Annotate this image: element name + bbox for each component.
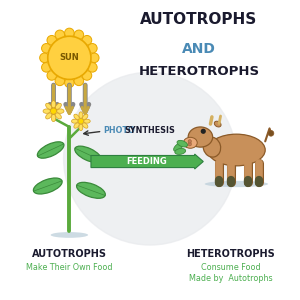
Ellipse shape [51, 100, 56, 108]
Ellipse shape [203, 137, 221, 157]
Circle shape [47, 71, 56, 80]
Ellipse shape [71, 119, 78, 123]
Ellipse shape [56, 113, 62, 119]
Text: AUTOTROPHS: AUTOTROPHS [140, 12, 258, 27]
Circle shape [50, 108, 57, 114]
Circle shape [74, 30, 84, 40]
Circle shape [64, 28, 74, 38]
Circle shape [268, 130, 274, 136]
Ellipse shape [84, 119, 90, 123]
Circle shape [42, 63, 51, 72]
FancyArrow shape [91, 154, 203, 169]
Ellipse shape [75, 146, 101, 163]
Circle shape [64, 78, 74, 88]
Circle shape [47, 35, 56, 45]
Ellipse shape [43, 109, 50, 113]
Text: AND: AND [182, 42, 216, 56]
Ellipse shape [56, 103, 62, 109]
Circle shape [55, 76, 64, 86]
Ellipse shape [46, 113, 52, 119]
Circle shape [42, 44, 51, 53]
Circle shape [48, 36, 91, 80]
Ellipse shape [79, 112, 83, 118]
Ellipse shape [208, 134, 265, 166]
Circle shape [88, 63, 97, 72]
Circle shape [89, 53, 99, 63]
Circle shape [201, 129, 206, 134]
Ellipse shape [177, 140, 188, 147]
Ellipse shape [51, 232, 88, 238]
Text: HETEROTROPHS: HETEROTROPHS [186, 249, 275, 260]
Ellipse shape [174, 143, 183, 151]
Circle shape [188, 142, 191, 146]
Circle shape [82, 35, 92, 45]
Ellipse shape [183, 137, 197, 148]
Circle shape [82, 71, 92, 80]
Text: SYNTHESIS: SYNTHESIS [124, 126, 175, 135]
Ellipse shape [188, 127, 213, 147]
Circle shape [88, 44, 97, 53]
Text: PHOTO: PHOTO [103, 126, 135, 135]
Ellipse shape [175, 148, 186, 154]
Ellipse shape [214, 121, 221, 127]
Ellipse shape [51, 114, 56, 122]
Circle shape [40, 53, 49, 63]
Text: Made by  Autotrophs: Made by Autotrophs [189, 274, 272, 284]
Ellipse shape [74, 123, 79, 128]
Text: FEEDING: FEEDING [126, 157, 167, 166]
Ellipse shape [205, 181, 268, 187]
Circle shape [188, 140, 191, 143]
Text: Consume Food: Consume Food [201, 263, 260, 272]
Ellipse shape [82, 114, 88, 120]
Ellipse shape [57, 109, 64, 113]
Text: HETEROTROPHS: HETEROTROPHS [138, 65, 260, 78]
Ellipse shape [82, 123, 88, 128]
Circle shape [78, 118, 84, 124]
Ellipse shape [33, 178, 62, 194]
Ellipse shape [74, 114, 79, 120]
Ellipse shape [37, 142, 64, 158]
Ellipse shape [79, 124, 83, 130]
Circle shape [64, 72, 236, 245]
Text: SUN: SUN [59, 53, 79, 62]
Circle shape [55, 30, 64, 40]
Ellipse shape [46, 103, 52, 109]
Text: AUTOTROPHS: AUTOTROPHS [32, 249, 107, 260]
Circle shape [74, 76, 84, 86]
Text: Make Their Own Food: Make Their Own Food [26, 263, 112, 272]
Ellipse shape [76, 182, 105, 198]
